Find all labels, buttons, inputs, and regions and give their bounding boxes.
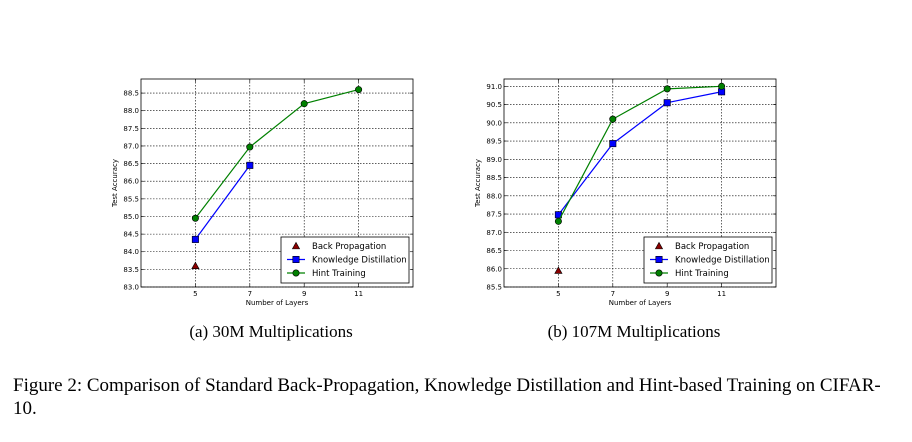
x-axis-label: Number of Layers <box>609 299 672 307</box>
data-point <box>718 82 726 90</box>
legend-marker <box>655 269 663 277</box>
y-tick-label: 86.5 <box>123 160 139 168</box>
x-tick-label: 7 <box>248 290 252 298</box>
y-tick-label: 85.0 <box>123 213 139 221</box>
chart-107m: 5 7 9 11 85.5 86.0 86.5 87.0 87.5 88.0 88.5 89.0 89.… <box>474 78 777 341</box>
data-point <box>663 99 671 107</box>
data-point <box>554 266 563 274</box>
x-axis-label: Number of Layers <box>246 299 309 307</box>
data-point <box>191 261 200 270</box>
data-point <box>246 161 254 169</box>
y-tick-label: 84.0 <box>123 248 139 256</box>
legend-marker <box>292 255 300 263</box>
y-tick-label: 83.5 <box>123 266 139 274</box>
y-tick-label: 86.5 <box>486 247 502 255</box>
y-tick-label: 91.0 <box>486 83 502 91</box>
legend-label: Back Propagation <box>675 242 749 252</box>
y-tick-label: 85.5 <box>486 284 502 292</box>
legend-label: Hint Training <box>312 269 366 279</box>
x-tick-label: 11 <box>354 290 363 298</box>
series-knowledge-distillation <box>191 161 254 243</box>
data-point <box>554 217 562 225</box>
plot-frame <box>503 78 777 288</box>
x-tick-label: 5 <box>556 290 560 298</box>
y-tick-label: 87.0 <box>123 142 139 150</box>
y-tick-label: 85.5 <box>123 195 139 203</box>
subcaption: (b) 107M Multiplications <box>548 322 721 341</box>
legend-marker <box>291 241 301 250</box>
x-tick-label: 9 <box>302 290 306 298</box>
y-tick-label: 88.0 <box>486 192 502 200</box>
data-point <box>300 100 308 108</box>
data-point <box>355 86 363 94</box>
legend-marker <box>655 255 663 263</box>
y-axis-label: Test Accuracy <box>111 159 119 208</box>
grid <box>504 79 776 288</box>
series-line <box>557 85 722 222</box>
data-point <box>191 214 199 222</box>
legend: Back Propagation Knowledge Distillation Hi… <box>280 236 410 284</box>
series-back-propagation <box>191 261 200 270</box>
legend-label: Back Propagation <box>312 242 386 252</box>
series-back-propagation <box>554 266 563 274</box>
y-tick-label: 88.5 <box>486 174 502 182</box>
y-tick-label: 90.0 <box>486 119 502 127</box>
data-point <box>609 115 617 123</box>
legend-label: Knowledge Distillation <box>312 256 407 266</box>
series-hint-training <box>554 82 726 225</box>
series-line <box>557 91 722 216</box>
y-tick-label: 84.5 <box>123 231 139 239</box>
legend-marker <box>292 269 300 277</box>
data-point <box>609 140 617 148</box>
legend-marker <box>654 241 664 250</box>
y-tick-label: 87.0 <box>486 229 502 237</box>
series-line <box>194 165 251 240</box>
data-point <box>246 143 254 151</box>
series-line <box>194 88 359 219</box>
y-tick-label: 86.0 <box>486 265 502 273</box>
x-tick-label: 5 <box>193 290 197 298</box>
y-tick-label: 88.5 <box>123 90 139 98</box>
x-tick-label: 9 <box>665 290 669 298</box>
legend: Back Propagation Knowledge Distillation Hi… <box>643 236 773 284</box>
y-tick-label: 87.5 <box>123 125 139 133</box>
y-axis-label: Test Accuracy <box>474 159 482 208</box>
data-point <box>191 235 199 243</box>
figure-caption: Figure 2: Comparison of Standard Back-Pr… <box>13 375 881 419</box>
grid <box>141 79 413 288</box>
plot-frame <box>140 78 414 288</box>
x-tick-label: 11 <box>717 290 726 298</box>
y-tick-label: 88.0 <box>123 107 139 115</box>
legend-label: Hint Training <box>675 269 729 279</box>
y-tick-label: 89.0 <box>486 156 502 164</box>
series-hint-training <box>191 86 363 222</box>
chart-30m: 5 7 9 11 83.0 83.5 84.0 84.5 85.0 85.5 86.0 86.5 87.… <box>111 78 414 341</box>
legend-label: Knowledge Distillation <box>675 256 770 266</box>
series-knowledge-distillation <box>554 88 726 219</box>
y-tick-label: 83.0 <box>123 284 139 292</box>
y-tick-label: 89.5 <box>486 138 502 146</box>
y-tick-label: 87.5 <box>486 211 502 219</box>
data-point <box>663 85 671 93</box>
y-tick-label: 86.0 <box>123 178 139 186</box>
x-tick-label: 7 <box>611 290 615 298</box>
subcaption: (a) 30M Multiplications <box>189 322 352 341</box>
y-tick-label: 90.5 <box>486 101 502 109</box>
